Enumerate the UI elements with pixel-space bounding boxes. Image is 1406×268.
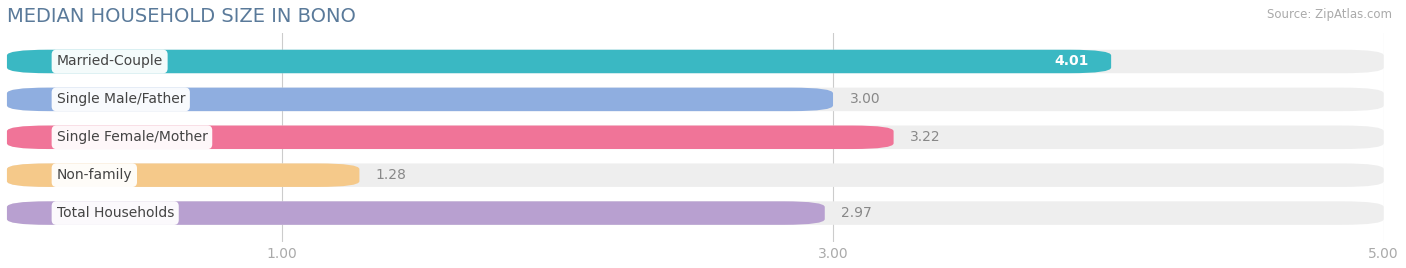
FancyBboxPatch shape xyxy=(7,201,1384,225)
FancyBboxPatch shape xyxy=(7,50,1384,73)
Text: Married-Couple: Married-Couple xyxy=(56,54,163,69)
Text: Non-family: Non-family xyxy=(56,168,132,182)
FancyBboxPatch shape xyxy=(7,88,1384,111)
FancyBboxPatch shape xyxy=(7,125,894,149)
Text: 3.00: 3.00 xyxy=(849,92,880,106)
Text: Total Households: Total Households xyxy=(56,206,174,220)
Text: Single Male/Father: Single Male/Father xyxy=(56,92,186,106)
FancyBboxPatch shape xyxy=(7,125,1384,149)
FancyBboxPatch shape xyxy=(7,88,832,111)
FancyBboxPatch shape xyxy=(7,201,825,225)
Text: MEDIAN HOUSEHOLD SIZE IN BONO: MEDIAN HOUSEHOLD SIZE IN BONO xyxy=(7,7,356,26)
Text: 3.22: 3.22 xyxy=(910,130,941,144)
Text: 1.28: 1.28 xyxy=(375,168,406,182)
Text: Source: ZipAtlas.com: Source: ZipAtlas.com xyxy=(1267,8,1392,21)
FancyBboxPatch shape xyxy=(7,163,360,187)
FancyBboxPatch shape xyxy=(7,163,1384,187)
Text: 2.97: 2.97 xyxy=(841,206,872,220)
FancyBboxPatch shape xyxy=(7,50,1111,73)
Text: Single Female/Mother: Single Female/Mother xyxy=(56,130,207,144)
Text: 4.01: 4.01 xyxy=(1054,54,1090,69)
